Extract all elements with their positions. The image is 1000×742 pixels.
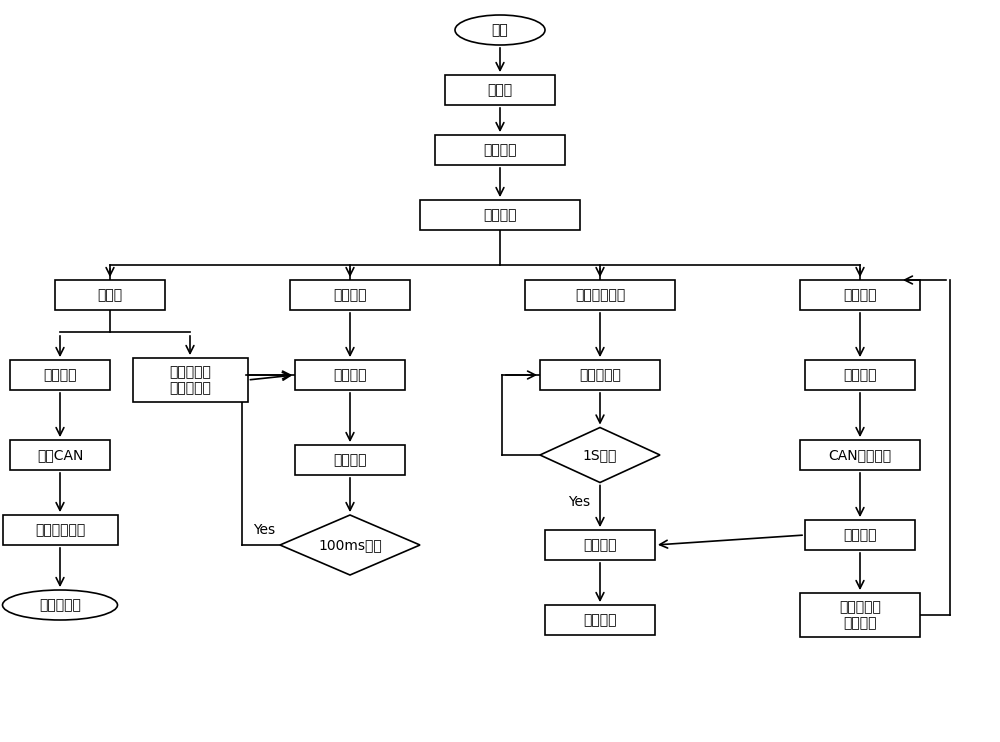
Bar [132,358,248,402]
Bar [805,520,915,550]
Text: 退出按鈕: 退出按鈕 [43,368,77,382]
Text: 更新报文: 更新报文 [333,368,367,382]
Text: 1S计时: 1S计时 [583,448,617,462]
Text: 连接数据库: 连接数据库 [579,368,621,382]
Text: 通信连接: 通信连接 [483,143,517,157]
Bar [295,445,405,475]
Bar [545,530,655,560]
Ellipse shape [455,15,545,45]
Bar [445,75,555,105]
Text: CAN报文解析: CAN报文解析 [828,448,892,462]
Text: Yes: Yes [253,523,275,537]
Text: 主线程界面
显示控件: 主线程界面 显示控件 [839,600,881,630]
Bar [800,440,920,470]
Text: 数据存储线程: 数据存储线程 [575,288,625,302]
Bar [805,360,915,390]
Text: 100ms计时: 100ms计时 [318,538,382,552]
Bar [295,360,405,390]
Bar [540,360,660,390]
Polygon shape [540,427,660,482]
Text: 发送报文: 发送报文 [333,453,367,467]
Bar [800,280,920,310]
Text: 上位机关闭: 上位机关闭 [39,598,81,612]
Text: 开始: 开始 [492,23,508,37]
Bar [420,200,580,230]
Text: 发送线程: 发送线程 [333,288,367,302]
Text: 接收线程: 接收线程 [843,288,877,302]
Bar [435,135,565,165]
Bar [55,280,165,310]
Text: 解析数据: 解析数据 [843,528,877,542]
Bar [10,360,110,390]
Text: 关闭CAN: 关闭CAN [37,448,83,462]
Text: 数据存储: 数据存储 [583,613,617,627]
Text: 数据绑定: 数据绑定 [583,538,617,552]
Bar [525,280,675,310]
Bar [2,515,118,545]
Bar [545,605,655,635]
Text: 线程启动: 线程启动 [483,208,517,222]
Bar [290,280,410,310]
Text: Yes: Yes [568,494,590,508]
Text: 所有线程关闭: 所有线程关闭 [35,523,85,537]
Text: 初始化: 初始化 [487,83,513,97]
Text: 主线程: 主线程 [97,288,123,302]
Polygon shape [280,515,420,575]
Bar [800,593,920,637]
Text: 控制按鈕及
数値输入框: 控制按鈕及 数値输入框 [169,365,211,395]
Ellipse shape [2,590,118,620]
Text: 采集报文: 采集报文 [843,368,877,382]
Bar [10,440,110,470]
